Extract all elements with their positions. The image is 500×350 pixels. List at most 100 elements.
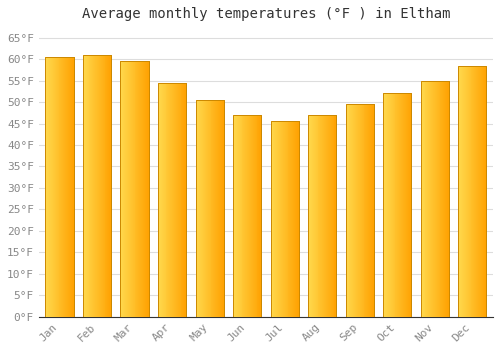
Bar — [464, 65, 465, 317]
Bar — [396, 93, 398, 317]
Bar — [284, 121, 285, 317]
Bar — [482, 65, 484, 317]
Bar — [421, 80, 449, 317]
Bar — [294, 121, 295, 317]
Bar — [158, 83, 159, 317]
Bar — [132, 61, 134, 317]
Bar — [314, 115, 315, 317]
Bar — [430, 80, 431, 317]
Bar — [143, 61, 144, 317]
Bar — [246, 115, 247, 317]
Bar — [368, 104, 369, 317]
Bar — [69, 57, 70, 317]
Bar — [436, 80, 437, 317]
Bar — [139, 61, 140, 317]
Bar — [212, 100, 214, 317]
Bar — [96, 55, 97, 317]
Bar — [106, 55, 108, 317]
Bar — [270, 121, 299, 317]
Bar — [182, 83, 184, 317]
Bar — [164, 83, 166, 317]
Bar — [293, 121, 294, 317]
Bar — [233, 115, 261, 317]
Bar — [146, 61, 148, 317]
Bar — [323, 115, 324, 317]
Bar — [142, 61, 143, 317]
Bar — [51, 57, 52, 317]
Bar — [178, 83, 180, 317]
Bar — [358, 104, 359, 317]
Bar — [207, 100, 208, 317]
Bar — [475, 65, 476, 317]
Bar — [463, 65, 464, 317]
Bar — [158, 83, 186, 317]
Bar — [54, 57, 55, 317]
Bar — [210, 100, 212, 317]
Bar — [251, 115, 252, 317]
Bar — [168, 83, 170, 317]
Bar — [140, 61, 141, 317]
Bar — [62, 57, 64, 317]
Bar — [134, 61, 136, 317]
Bar — [288, 121, 290, 317]
Bar — [458, 65, 460, 317]
Bar — [394, 93, 396, 317]
Bar — [362, 104, 364, 317]
Bar — [93, 55, 94, 317]
Bar — [100, 55, 101, 317]
Bar — [428, 80, 430, 317]
Bar — [438, 80, 440, 317]
Bar — [174, 83, 175, 317]
Bar — [448, 80, 449, 317]
Bar — [468, 65, 469, 317]
Bar — [295, 121, 296, 317]
Bar — [196, 100, 198, 317]
Bar — [272, 121, 274, 317]
Bar — [247, 115, 248, 317]
Bar — [258, 115, 260, 317]
Bar — [360, 104, 361, 317]
Bar — [446, 80, 447, 317]
Bar — [208, 100, 209, 317]
Bar — [458, 65, 486, 317]
Bar — [250, 115, 251, 317]
Bar — [433, 80, 434, 317]
Bar — [270, 121, 272, 317]
Bar — [385, 93, 386, 317]
Bar — [279, 121, 280, 317]
Bar — [280, 121, 281, 317]
Bar — [177, 83, 178, 317]
Bar — [356, 104, 357, 317]
Bar — [400, 93, 401, 317]
Bar — [481, 65, 482, 317]
Bar — [370, 104, 371, 317]
Bar — [318, 115, 320, 317]
Bar — [175, 83, 176, 317]
Bar — [221, 100, 222, 317]
Bar — [172, 83, 173, 317]
Bar — [214, 100, 216, 317]
Bar — [206, 100, 207, 317]
Bar — [424, 80, 426, 317]
Bar — [447, 80, 448, 317]
Bar — [352, 104, 354, 317]
Bar — [320, 115, 322, 317]
Bar — [399, 93, 400, 317]
Bar — [162, 83, 164, 317]
Bar — [196, 100, 224, 317]
Bar — [372, 104, 373, 317]
Bar — [129, 61, 130, 317]
Bar — [421, 80, 449, 317]
Bar — [308, 115, 336, 317]
Bar — [386, 93, 387, 317]
Bar — [324, 115, 325, 317]
Bar — [292, 121, 293, 317]
Bar — [63, 57, 64, 317]
Bar — [325, 115, 326, 317]
Bar — [238, 115, 240, 317]
Bar — [360, 104, 362, 317]
Bar — [130, 61, 131, 317]
Bar — [364, 104, 366, 317]
Bar — [422, 80, 424, 317]
Bar — [64, 57, 65, 317]
